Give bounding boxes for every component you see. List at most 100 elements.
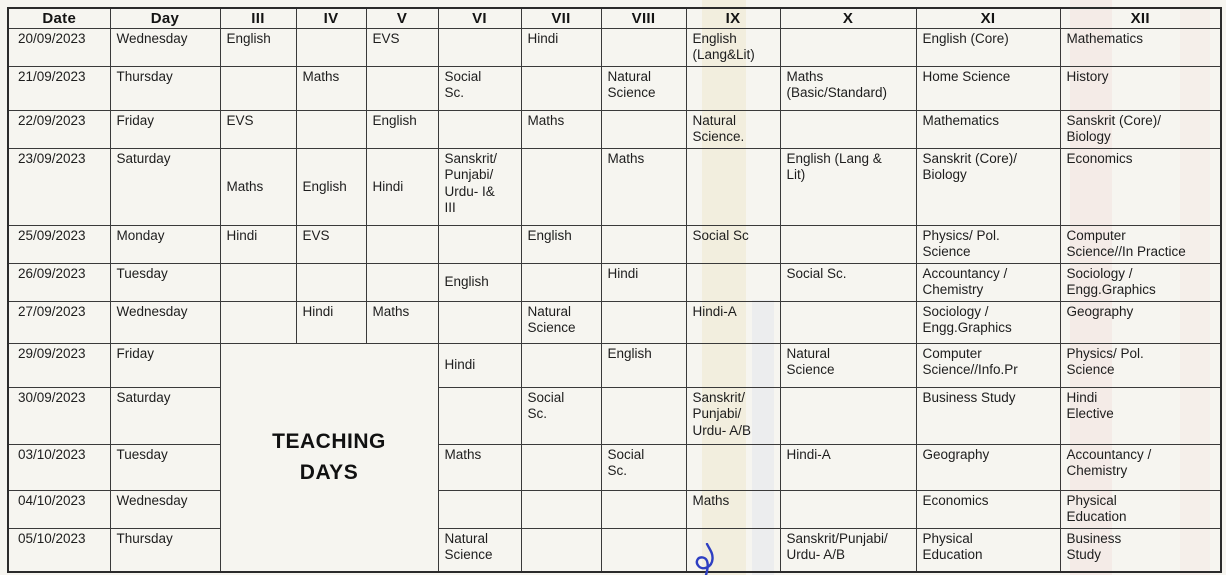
subject-cell (365, 65, 439, 111)
subject-cell (437, 489, 522, 529)
subject-cell: Maths (Basic/Standard) (779, 65, 917, 111)
subject-cell (295, 262, 367, 302)
subject-cell: English (Lang&Lit) (685, 28, 781, 67)
subject-cell: English (Core) (915, 28, 1061, 67)
day-cell: Tuesday (109, 262, 221, 302)
exam-timetable: Date Day III IV V VI VII VIII IX X XI XII 20/09/202… (7, 7, 1222, 574)
subject-cell: Maths (685, 489, 781, 529)
subject-cell: Hindi (600, 262, 687, 302)
subject-cell: English (600, 342, 687, 388)
subject-cell: Hindi (365, 147, 439, 226)
subject-cell: Sanskrit (Core)/ Biology (1059, 109, 1222, 149)
subject-cell (520, 65, 602, 111)
subject-cell (520, 262, 602, 302)
subject-cell (520, 489, 602, 529)
subject-cell: Accountancy / Chemistry (915, 262, 1061, 302)
subject-cell: Geography (1059, 300, 1222, 344)
subject-cell (600, 527, 687, 573)
subject-cell: Accountancy / Chemistry (1059, 443, 1222, 491)
subject-cell: Hindi-A (779, 443, 917, 491)
date-cell: 27/09/2023 (7, 300, 111, 344)
subject-cell: English (Lang & Lit) (779, 147, 917, 226)
subject-cell (600, 28, 687, 67)
subject-cell (219, 300, 297, 344)
subject-cell: Sociology / Engg.Graphics (1059, 262, 1222, 302)
subject-cell: Sanskrit/ Punjabi/ Urdu- I& III (437, 147, 522, 226)
subject-cell (437, 109, 522, 149)
date-cell: 26/09/2023 (7, 262, 111, 302)
subject-cell (520, 527, 602, 573)
subject-cell: Hindi Elective (1059, 386, 1222, 445)
subject-cell: Sanskrit (Core)/ Biology (915, 147, 1061, 226)
subject-cell: History (1059, 65, 1222, 111)
subject-cell (437, 300, 522, 344)
subject-cell: Hindi (219, 224, 297, 264)
column-header-iv: IV (295, 7, 367, 29)
day-cell: Friday (109, 109, 221, 149)
subject-cell: Hindi (520, 28, 602, 67)
date-cell: 21/09/2023 (7, 65, 111, 111)
subject-cell: Maths (600, 147, 687, 226)
subject-cell: Physics/ Pol. Science (915, 224, 1061, 264)
subject-cell (685, 342, 781, 388)
subject-cell: Sociology / Engg.Graphics (915, 300, 1061, 344)
subject-cell (219, 65, 297, 111)
column-header-vi: VI (437, 7, 522, 29)
subject-cell: Physical Education (915, 527, 1061, 573)
subject-cell: Economics (1059, 147, 1222, 226)
table-row: 26/09/2023 Tuesday English Hindi Social Sc. A… (7, 262, 1222, 302)
date-cell: 30/09/2023 (7, 386, 111, 445)
subject-cell: Maths (295, 65, 367, 111)
teaching-days-cell: TEACHING DAYS (219, 342, 439, 573)
date-cell: 23/09/2023 (7, 147, 111, 226)
day-cell: Wednesday (109, 489, 221, 529)
table-row: 22/09/2023 Friday EVS English Maths Natural S… (7, 109, 1222, 149)
subject-cell (365, 262, 439, 302)
subject-cell: Social Sc. (520, 386, 602, 445)
table-row: 29/09/2023 Friday TEACHING DAYS Hindi Englis… (7, 342, 1222, 573)
subject-cell (685, 147, 781, 226)
column-header-viii: VIII (600, 7, 687, 29)
subject-cell: Natural Science (437, 527, 522, 573)
date-cell: 05/10/2023 (7, 527, 111, 573)
subject-cell (600, 224, 687, 264)
subject-cell (600, 300, 687, 344)
subject-cell: Natural Science (779, 342, 917, 388)
column-header-date: Date (7, 7, 111, 29)
subject-cell (600, 386, 687, 445)
subject-cell (520, 147, 602, 226)
table-row: 23/09/2023 Saturday Maths English Hindi Sansk… (7, 147, 1222, 226)
day-cell: Friday (109, 342, 221, 388)
date-cell: 29/09/2023 (7, 342, 111, 388)
day-cell: Monday (109, 224, 221, 264)
day-cell: Saturday (109, 386, 221, 445)
subject-cell: Maths (520, 109, 602, 149)
subject-cell: Sanskrit/ Punjabi/ Urdu- A/B (685, 386, 781, 445)
table-row: 25/09/2023 Monday Hindi EVS English Social Sc… (7, 224, 1222, 264)
subject-cell: Natural Science. (685, 109, 781, 149)
date-cell: 04/10/2023 (7, 489, 111, 529)
day-cell: Wednesday (109, 28, 221, 67)
table-header: Date Day III IV V VI VII VIII IX X XI XII (7, 7, 1222, 29)
subject-cell: Maths (437, 443, 522, 491)
column-header-vii: VII (520, 7, 602, 29)
day-cell: Tuesday (109, 443, 221, 491)
subject-cell: Mathematics (1059, 28, 1222, 67)
date-cell: 20/09/2023 (7, 28, 111, 67)
subject-cell: EVS (365, 28, 439, 67)
subject-cell: Social Sc. (779, 262, 917, 302)
table-row: 30/09/2023 Saturday Social Sc. Sanskrit/ Pu… (7, 386, 1222, 445)
column-header-iii: III (219, 7, 297, 29)
table-row: 03/10/2023 Tuesday Maths Social Sc. Hindi-A G… (7, 443, 1222, 491)
date-cell: 03/10/2023 (7, 443, 111, 491)
subject-cell: Maths (365, 300, 439, 344)
column-header-x: X (779, 7, 917, 29)
subject-cell: Geography (915, 443, 1061, 491)
subject-cell: Computer Science//Info.Pr (915, 342, 1061, 388)
table-row: 27/09/2023 Wednesday Hindi Maths Natural Sci… (7, 300, 1222, 344)
table-body: 20/09/2023 Wednesday English EVS Hindi Englis… (7, 28, 1222, 573)
subject-cell: English (365, 109, 439, 149)
column-header-v: V (365, 7, 439, 29)
subject-cell (685, 65, 781, 111)
